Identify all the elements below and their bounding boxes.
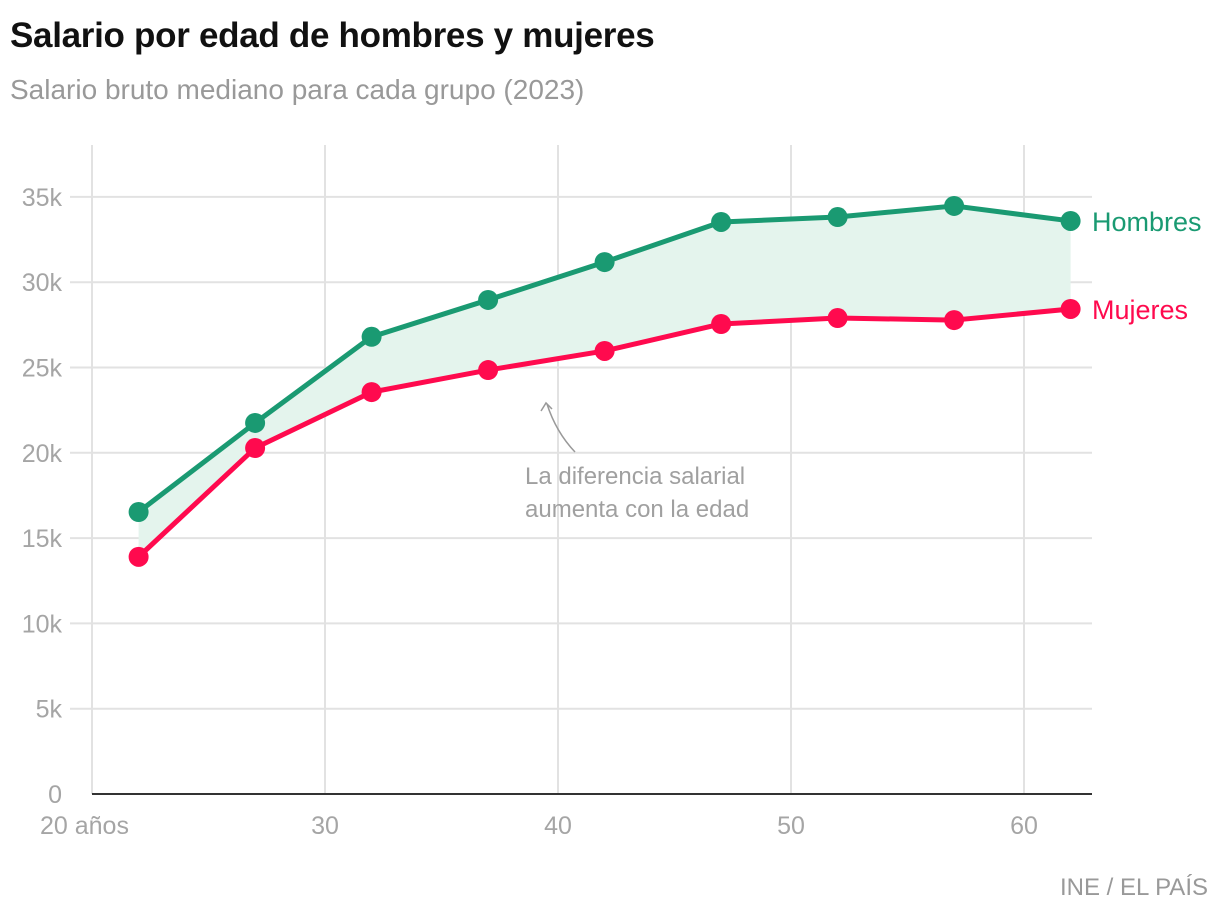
data-point-hombres [245,412,266,433]
annotation-text: La diferencia salarial [525,463,745,490]
x-tick-label: 50 [777,812,805,840]
data-point-mujeres [128,546,149,567]
data-point-hombres [478,289,499,310]
y-tick-label: 5k [36,696,63,724]
y-tick-label: 0 [48,781,62,809]
y-tick-label: 10k [22,610,63,638]
source-credit: INE / EL PAÍS [1059,874,1208,901]
data-point-hombres [1060,210,1081,231]
data-point-mujeres [944,310,965,331]
y-tick-label: 20k [22,440,63,468]
data-point-hombres [128,501,149,522]
data-point-hombres [827,207,848,228]
x-tick-label: 20 años [40,812,129,840]
data-point-mujeres [594,340,615,361]
data-point-mujeres [711,313,732,334]
annotation-arrow [546,403,576,453]
y-tick-label: 25k [22,355,63,383]
data-point-mujeres [827,308,848,329]
data-point-mujeres [1060,298,1081,319]
chart-title: Salario por edad de hombres y mujeres [10,16,655,55]
gap-band [138,205,1071,557]
x-tick-label: 40 [544,812,572,840]
data-point-mujeres [478,360,499,381]
data-point-mujeres [361,382,382,403]
series-label-mujeres: Mujeres [1092,295,1188,325]
annotation-text: aumenta con la edad [525,496,749,523]
data-point-hombres [711,211,732,232]
series-label-hombres: Hombres [1092,207,1202,237]
data-point-mujeres [245,438,266,459]
annotation-arrowhead [540,401,553,412]
data-point-hombres [944,195,965,216]
y-tick-label: 35k [22,184,63,212]
data-point-hombres [594,252,615,273]
x-tick-label: 60 [1010,812,1038,840]
y-tick-label: 30k [22,269,63,297]
x-tick-label: 30 [311,812,339,840]
y-tick-label: 15k [22,525,63,553]
chart-subtitle: Salario bruto mediano para cada grupo (2… [10,74,585,105]
data-point-hombres [361,326,382,347]
